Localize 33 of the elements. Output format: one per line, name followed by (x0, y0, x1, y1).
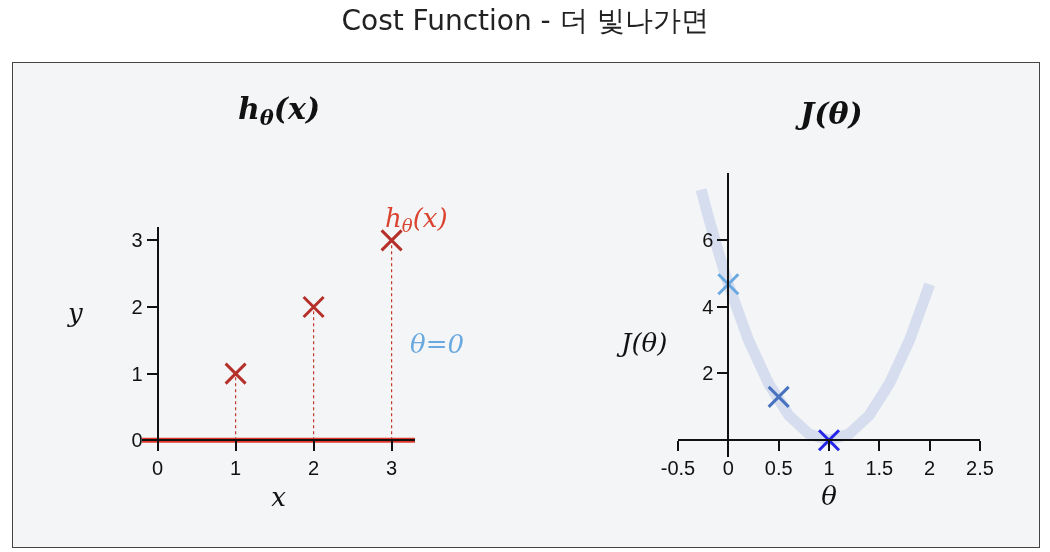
x-tick-label: 1 (823, 457, 835, 480)
x-tick-label: -0.5 (660, 457, 696, 480)
y-tick-label: 0 (131, 429, 143, 452)
x-tick-label: 0.5 (764, 457, 793, 480)
x-axis-title: θ (821, 481, 838, 512)
point (767, 385, 791, 409)
annotation: h$_{θ}$(x) (385, 203, 448, 237)
x-axis-title: x (271, 481, 287, 512)
chart-subtitle: J(θ) (795, 96, 863, 131)
y-tick-label: 4 (702, 295, 714, 318)
x-tick-label: 2 (308, 457, 320, 480)
x-tick-label: 2.5 (966, 457, 994, 480)
text: Cost Function - 더 빛나가면 (340, 3, 710, 39)
x-tick-label: 1.5 (865, 457, 894, 480)
y-axis-title: y (67, 298, 83, 328)
point (380, 228, 404, 252)
point (817, 428, 841, 452)
x-tick-label: 0 (722, 457, 734, 480)
x-tick-label: 3 (386, 457, 398, 480)
y-tick-label: 3 (131, 229, 143, 252)
point (224, 362, 248, 386)
point (302, 295, 326, 319)
y-tick-label: 2 (702, 362, 714, 385)
chart-subtitle: h$_{θ}$(x) (238, 91, 321, 131)
x-tick-label: 2 (924, 457, 936, 480)
x-tick-label: 0 (152, 457, 164, 480)
y-tick-label: 1 (131, 362, 143, 385)
x-tick-label: 1 (230, 457, 242, 480)
y-tick-label: 2 (131, 296, 143, 318)
annotation: θ=0 (410, 329, 464, 359)
y-tick-label: 6 (702, 228, 714, 251)
y-axis-title: J(θ) (616, 328, 668, 358)
point (716, 272, 740, 296)
